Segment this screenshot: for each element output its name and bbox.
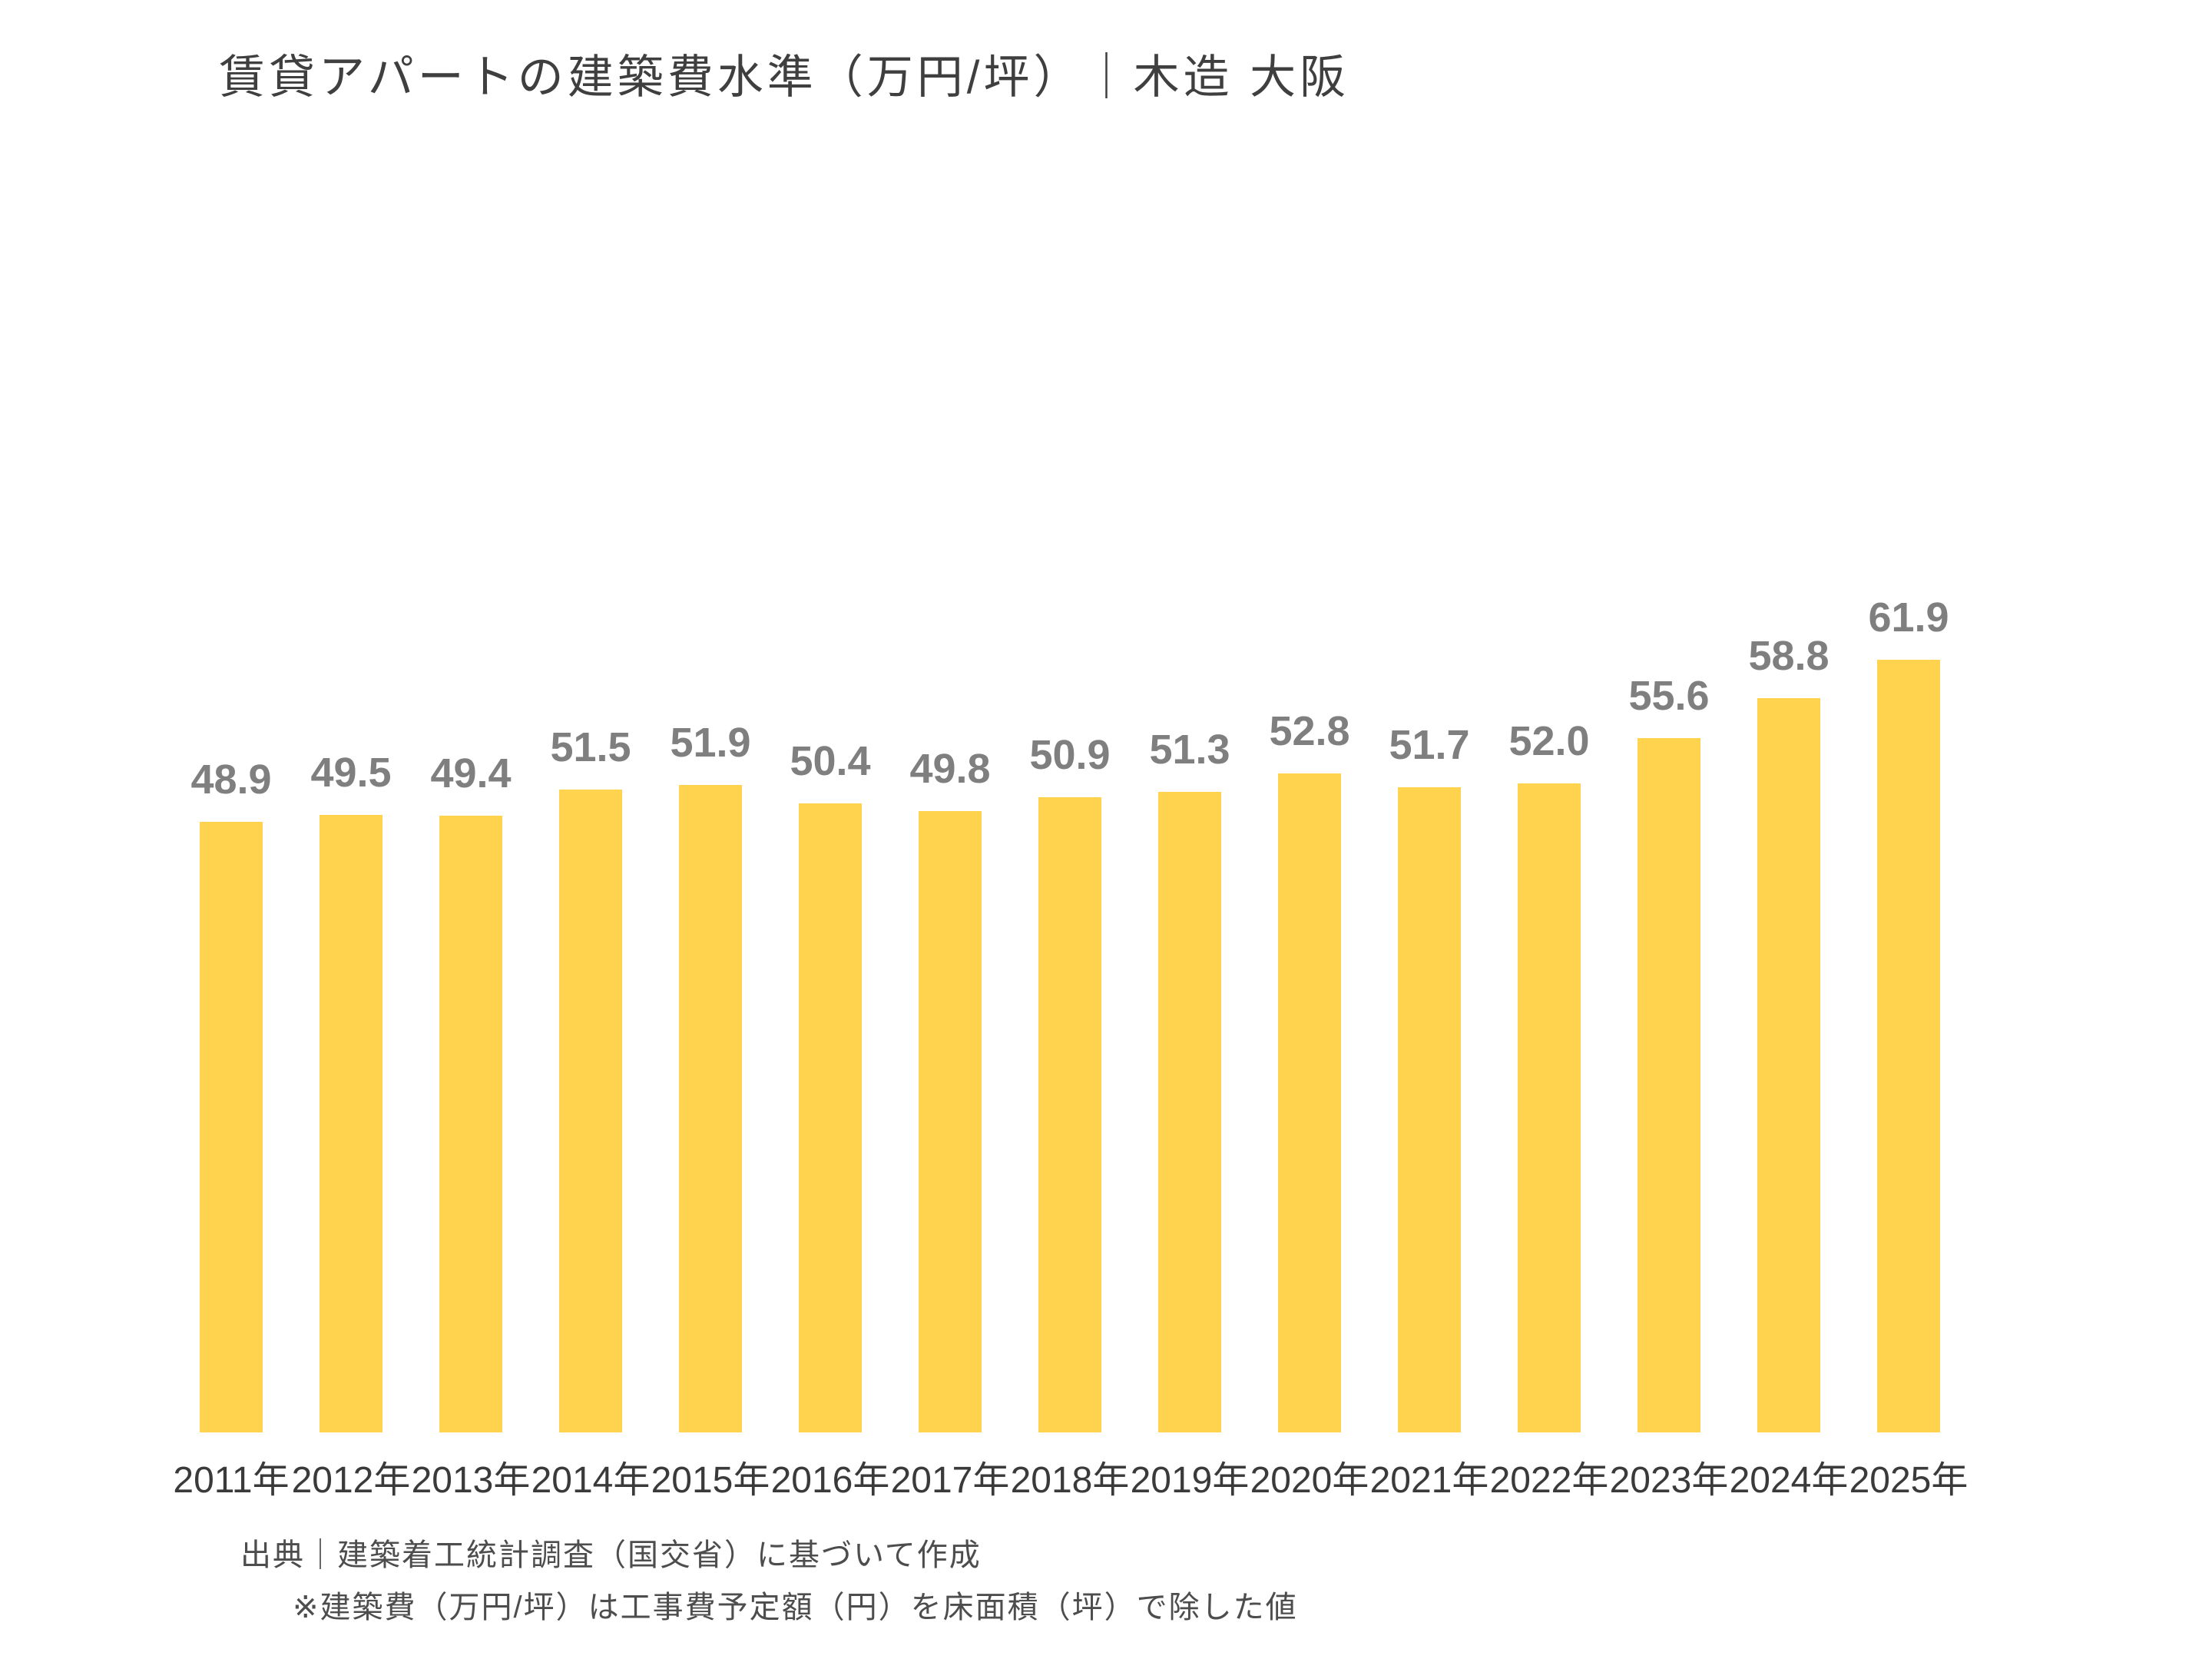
bar <box>1158 792 1221 1432</box>
bar <box>919 811 982 1432</box>
bar-group: 51.3 <box>1130 538 1250 1432</box>
bar-value-label: 55.6 <box>1628 673 1710 719</box>
bar <box>799 803 862 1432</box>
bar-group: 48.9 <box>171 538 291 1432</box>
x-tick-label: 2024年 <box>1729 1460 1849 1501</box>
bar <box>679 785 742 1432</box>
bar-value-label: 50.4 <box>790 738 871 784</box>
bars-container: 48.9 49.5 49.4 51.5 51.9 50.4 49.8 50.9 51.3 52.8… <box>171 538 1969 1432</box>
bar <box>1398 787 1461 1432</box>
bar-group: 49.5 <box>291 538 411 1432</box>
bar-group: 49.4 <box>411 538 531 1432</box>
bar-value-label: 49.4 <box>430 750 512 796</box>
bar <box>320 815 382 1432</box>
bar-group: 51.9 <box>651 538 770 1432</box>
bar <box>200 822 263 1432</box>
bar-value-label: 51.3 <box>1149 727 1230 773</box>
x-axis: 2011年 2012年 2013年 2014年 2015年 2016年 2017年 2018年… <box>171 1456 1969 1505</box>
x-tick-label: 2022年 <box>1489 1460 1609 1501</box>
x-tick-label: 2018年 <box>1010 1460 1130 1501</box>
chart-title: 賃貸アパートの建築費水準（万円/坪）｜木造 大阪 <box>219 51 1350 103</box>
bar <box>1038 797 1101 1432</box>
bar-value-label: 49.5 <box>310 750 392 796</box>
bar-value-label: 51.9 <box>670 720 751 766</box>
bar-group: 52.8 <box>1250 538 1369 1432</box>
bar-group: 50.9 <box>1010 538 1130 1432</box>
bar <box>1877 660 1940 1432</box>
bar-value-label: 58.8 <box>1748 633 1830 679</box>
x-tick-label: 2012年 <box>291 1460 411 1501</box>
bar-group: 50.4 <box>770 538 890 1432</box>
bar-value-label: 50.9 <box>1029 732 1111 778</box>
bar <box>439 816 502 1432</box>
bar <box>1757 698 1820 1432</box>
x-tick-label: 2015年 <box>651 1460 770 1501</box>
footer-notes: 出典｜建築着工統計調査（国交省）に基づいて作成 ※建築費（万円/坪）は工事費予定… <box>240 1538 1298 1625</box>
x-tick-label: 2017年 <box>890 1460 1010 1501</box>
bar-value-label: 52.0 <box>1508 718 1590 764</box>
bar <box>1637 738 1700 1432</box>
bar-value-label: 49.8 <box>909 746 991 792</box>
calculation-note: ※建築費（万円/坪）は工事費予定額（円）を床面積（坪）で除した値 <box>293 1591 1298 1624</box>
bar-value-label: 51.7 <box>1389 722 1470 768</box>
x-tick-label: 2025年 <box>1849 1460 1969 1501</box>
source-note: 出典｜建築着工統計調査（国交省）に基づいて作成 <box>240 1538 982 1572</box>
bar-chart-plot: 48.9 49.5 49.4 51.5 51.9 50.4 49.8 50.9 51.3 52.8… <box>171 538 1969 1432</box>
bar-group: 61.9 <box>1849 538 1969 1432</box>
bar <box>1518 783 1581 1432</box>
x-tick-label: 2011年 <box>173 1460 290 1501</box>
bar <box>559 790 622 1432</box>
bar-group: 49.8 <box>890 538 1010 1432</box>
bar-group: 51.7 <box>1369 538 1489 1432</box>
bar-group: 52.0 <box>1489 538 1609 1432</box>
bar-value-label: 61.9 <box>1868 594 1949 641</box>
bar-value-label: 48.9 <box>190 757 272 803</box>
bar <box>1278 773 1341 1432</box>
bar-value-label: 52.8 <box>1269 708 1350 754</box>
x-tick-label: 2014年 <box>531 1460 651 1501</box>
x-tick-label: 2023年 <box>1609 1460 1729 1501</box>
x-tick-label: 2021年 <box>1369 1460 1489 1501</box>
x-tick-label: 2013年 <box>411 1460 531 1501</box>
x-tick-label: 2016年 <box>770 1460 890 1501</box>
bar-group: 51.5 <box>531 538 651 1432</box>
x-tick-label: 2019年 <box>1130 1460 1250 1501</box>
bar-value-label: 51.5 <box>550 724 631 770</box>
bar-group: 55.6 <box>1609 538 1729 1432</box>
bar-group: 58.8 <box>1729 538 1849 1432</box>
x-tick-label: 2020年 <box>1250 1460 1369 1501</box>
